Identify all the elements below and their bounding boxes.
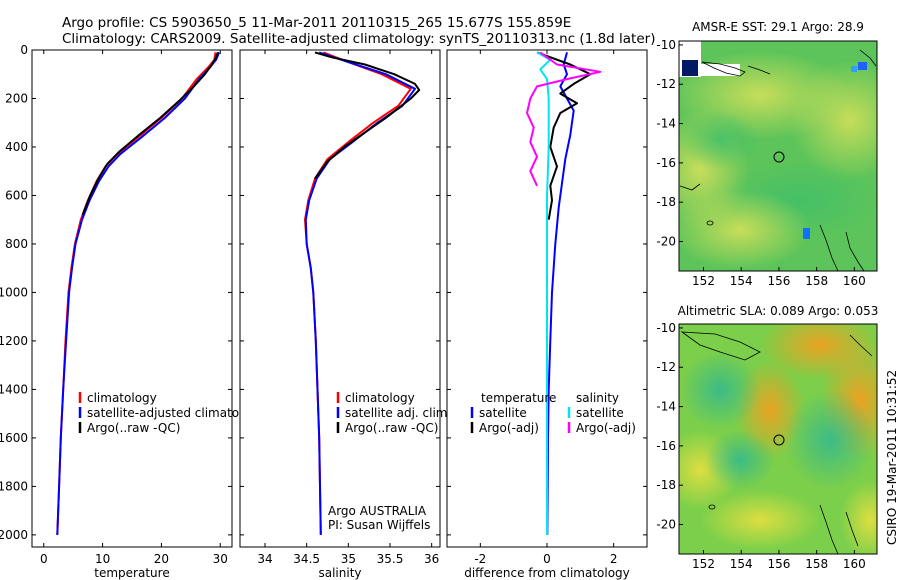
salinity-legend-label: climatology bbox=[345, 391, 415, 405]
sla-map-xtick-label: 152 bbox=[692, 557, 715, 571]
temperature-ytick-label: 2000 bbox=[0, 528, 28, 542]
salinity-panel: 34 34.5 35 35.5 36 salinity climatologysatelli… bbox=[239, 49, 451, 580]
sst-map-xtick-label: 158 bbox=[805, 274, 828, 288]
temperature-series-2 bbox=[81, 52, 219, 216]
sla-map-ytick-label: -16 bbox=[656, 439, 676, 453]
temperature-ytick-label: 1000 bbox=[0, 285, 28, 299]
sla-map-ytick-label: -12 bbox=[656, 360, 676, 374]
sla-map-xtick-label: 158 bbox=[805, 557, 828, 571]
sst-map-xtick-label: 154 bbox=[730, 274, 753, 288]
salinity-legend-label: satellite adj. clim. bbox=[345, 406, 451, 420]
salinity-frame bbox=[239, 49, 441, 548]
sla-map-ytick-label: -18 bbox=[656, 478, 676, 492]
temperature-frame bbox=[31, 49, 233, 548]
sst-map-panel: AMSR-E SST: 29.1 Argo: 28.9 152 154 156 bbox=[656, 20, 878, 288]
temperature-xtick-label: 10 bbox=[95, 552, 110, 566]
header-line-2: Climatology: CARS2009. Satellite-adjuste… bbox=[62, 31, 655, 47]
difference-legend-label: satellite bbox=[576, 406, 624, 420]
temperature-ytick-label: 1600 bbox=[0, 431, 28, 445]
salinity-annotation: Argo AUSTRALIA bbox=[328, 504, 427, 518]
difference-legend-label: Argo(-adj) bbox=[576, 421, 636, 435]
sst-argo-marker bbox=[773, 151, 785, 163]
difference-legend-title: temperature bbox=[481, 391, 556, 405]
temperature-ytick-label: 200 bbox=[5, 91, 28, 105]
temperature-ytick-label: 1800 bbox=[0, 479, 28, 493]
temperature-legend-label: climatology bbox=[87, 391, 157, 405]
sst-map-ytick-label: -18 bbox=[656, 195, 676, 209]
salinity-xtick-label: 34 bbox=[257, 552, 272, 566]
sst-map-field bbox=[679, 41, 877, 271]
temperature-ytick-label: 400 bbox=[5, 140, 28, 154]
salinity-xtick-label: 36 bbox=[424, 552, 439, 566]
temperature-xlabel: temperature bbox=[94, 566, 169, 580]
temperature-legend-label: satellite-adjusted climatology bbox=[87, 406, 265, 420]
temperature-ytick-label: 600 bbox=[5, 188, 28, 202]
temperature-xtick-label: 20 bbox=[154, 552, 169, 566]
sla-map-xtick-label: 156 bbox=[767, 557, 790, 571]
difference-xlabel: difference from climatology bbox=[464, 566, 630, 580]
difference-legend-label: satellite bbox=[479, 406, 527, 420]
sla-argo-marker bbox=[773, 434, 785, 446]
temperature-legend-label: Argo(..raw -QC) bbox=[87, 421, 180, 435]
temperature-xtick-label: 0 bbox=[40, 552, 48, 566]
sst-map-xtick-label: 152 bbox=[692, 274, 715, 288]
sla-map-panel: Altimetric SLA: 0.089 Argo: 0.053 152 154… bbox=[656, 304, 879, 571]
sst-map-ytick-label: -14 bbox=[656, 117, 676, 131]
sla-map-title: Altimetric SLA: 0.089 Argo: 0.053 bbox=[678, 304, 879, 318]
difference-series-2 bbox=[536, 51, 552, 535]
temperature-ytick-label: 1400 bbox=[0, 382, 28, 396]
sla-map-ytick-label: -14 bbox=[656, 400, 676, 414]
temperature-ytick-label: 1200 bbox=[0, 334, 28, 348]
sla-map-xtick-label: 154 bbox=[730, 557, 753, 571]
difference-xtick-label: -2 bbox=[474, 552, 486, 566]
sst-map-ytick-label: -12 bbox=[656, 77, 676, 91]
temperature-ytick-label: 0 bbox=[20, 43, 28, 57]
salinity-legend-label: Argo(..raw -QC) bbox=[345, 421, 438, 435]
salinity-series-2 bbox=[314, 51, 421, 180]
difference-xtick-label: 2 bbox=[610, 552, 618, 566]
difference-xtick-label: 0 bbox=[543, 552, 551, 566]
difference-legend-title: salinity bbox=[576, 391, 619, 405]
salinity-annotation: PI: Susan Wijffels bbox=[328, 518, 430, 532]
sla-map-ytick-label: -20 bbox=[656, 518, 676, 532]
temperature-panel: 0 10 20 30 0 200 400 600 800 1000 1200 1400 1600 1800… bbox=[0, 43, 265, 580]
salinity-xtick-label: 35.5 bbox=[377, 552, 404, 566]
temperature-ytick-label: 800 bbox=[5, 237, 28, 251]
sst-map-title: AMSR-E SST: 29.1 Argo: 28.9 bbox=[692, 20, 864, 34]
temperature-xtick-label: 30 bbox=[213, 552, 228, 566]
sst-map-xtick-label: 160 bbox=[843, 274, 866, 288]
sst-map-ytick-label: -10 bbox=[656, 38, 676, 52]
difference-series-3 bbox=[526, 51, 602, 187]
sla-map-xtick-label: 160 bbox=[843, 557, 866, 571]
salinity-series-1 bbox=[304, 51, 416, 535]
sla-map-field bbox=[679, 324, 877, 554]
sla-map-ytick-label: -10 bbox=[656, 321, 676, 335]
salinity-xlabel: salinity bbox=[318, 566, 361, 580]
header-line-1: Argo profile: CS 5903650_5 11-Mar-2011 2… bbox=[62, 15, 571, 31]
difference-legend-label: Argo(-adj) bbox=[479, 421, 539, 435]
sst-map-ytick-label: -16 bbox=[656, 156, 676, 170]
salinity-xtick-label: 35 bbox=[341, 552, 356, 566]
sst-map-xtick-label: 156 bbox=[767, 274, 790, 288]
side-timestamp: CSIRO 19-Mar-2011 10:31:52 bbox=[885, 370, 899, 545]
sst-map-ytick-label: -20 bbox=[656, 235, 676, 249]
salinity-xtick-label: 34.5 bbox=[293, 552, 320, 566]
